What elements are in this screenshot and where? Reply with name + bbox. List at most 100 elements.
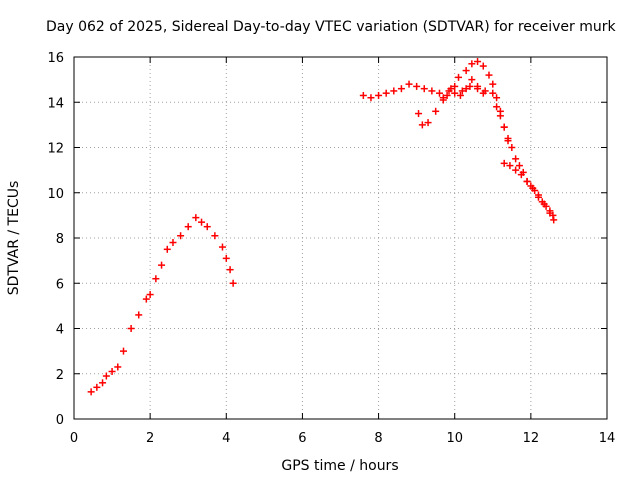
data-point [515, 162, 523, 170]
data-point [418, 121, 426, 129]
data-point [479, 62, 487, 70]
data-point [451, 82, 459, 90]
y-tick-label: 10 [47, 187, 64, 202]
data-point [493, 94, 501, 102]
data-point [500, 159, 508, 167]
y-tick-label: 0 [56, 413, 64, 428]
data-point [222, 254, 230, 262]
data-point [102, 372, 110, 380]
y-tick-label: 2 [56, 368, 64, 383]
data-point [512, 166, 520, 174]
x-axis-label: GPS time / hours [281, 458, 398, 474]
data-point [405, 80, 413, 88]
data-point [359, 91, 367, 99]
data-point [550, 216, 558, 224]
y-tick-label: 6 [56, 277, 64, 292]
y-axis-label: SDTVAR / TECUs [6, 181, 22, 296]
data-point [192, 214, 200, 222]
series-segment-1 [87, 214, 237, 396]
x-tick-label: 0 [70, 431, 78, 446]
data-point [229, 279, 237, 287]
data-point [218, 243, 226, 251]
data-point [415, 110, 423, 118]
data-point [198, 218, 206, 226]
x-tick-label: 12 [523, 431, 540, 446]
data-point [177, 232, 185, 240]
x-tick-label: 10 [446, 431, 463, 446]
data-point [445, 87, 453, 95]
data-point [489, 89, 497, 97]
data-point [367, 94, 375, 102]
data-point [462, 85, 470, 93]
data-point [203, 223, 211, 231]
data-point [108, 367, 116, 375]
data-point [534, 191, 542, 199]
data-point [540, 200, 548, 208]
y-tick-label: 14 [47, 96, 64, 111]
data-point [424, 119, 432, 127]
data-point [127, 325, 135, 332]
data-point [466, 82, 474, 90]
data-points [87, 58, 558, 396]
data-point [493, 103, 501, 111]
data-point [496, 107, 504, 115]
y-tick-label: 8 [56, 232, 64, 247]
axis-ticks: 0 2 4 6 8 10 12 14 0 2 4 6 8 10 12 14 16 [47, 51, 615, 446]
data-point [435, 89, 443, 97]
data-point [397, 85, 405, 93]
data-point [152, 275, 160, 283]
x-tick-label: 6 [298, 431, 306, 446]
data-point [413, 82, 421, 90]
data-point [420, 85, 428, 93]
data-point [432, 107, 440, 115]
data-point [504, 137, 512, 145]
series-segment-5 [439, 76, 487, 102]
data-point [506, 162, 514, 170]
data-point [443, 91, 451, 99]
y-tick-label: 12 [47, 142, 64, 157]
data-point [382, 89, 390, 97]
x-tick-label: 2 [146, 431, 154, 446]
data-point [468, 76, 476, 84]
data-point [485, 71, 493, 79]
data-point [517, 171, 525, 179]
plot-frame [73, 56, 608, 420]
x-tick-label: 4 [222, 431, 230, 446]
data-point [462, 67, 470, 75]
data-point [500, 123, 508, 131]
grid [74, 57, 607, 419]
y-tick-label: 16 [47, 51, 64, 66]
data-point [163, 245, 171, 253]
data-point [87, 388, 95, 396]
data-point [184, 223, 192, 231]
y-tick-label: 4 [56, 323, 64, 338]
data-point [390, 87, 398, 95]
data-point [529, 184, 537, 192]
data-point [458, 87, 466, 95]
data-point [523, 177, 531, 185]
data-point [512, 155, 520, 163]
data-point [451, 89, 459, 97]
chart-title: Day 062 of 2025, Sidereal Day-to-day VTE… [46, 19, 616, 35]
data-point [114, 363, 122, 371]
data-point [375, 91, 383, 99]
data-point [158, 261, 166, 269]
data-point [479, 89, 487, 97]
data-point [135, 311, 143, 319]
data-point [468, 60, 476, 68]
data-point [119, 347, 127, 355]
data-point [211, 232, 219, 240]
data-point [456, 91, 464, 99]
series-segment-4 [500, 159, 558, 224]
x-tick-label: 14 [599, 431, 616, 446]
data-point [474, 58, 482, 66]
data-point [142, 295, 150, 303]
data-point [439, 94, 447, 102]
data-point [489, 80, 497, 88]
data-point [226, 266, 234, 274]
data-point [99, 379, 107, 387]
data-point [428, 87, 436, 95]
data-point [93, 383, 101, 391]
data-point [474, 82, 482, 90]
